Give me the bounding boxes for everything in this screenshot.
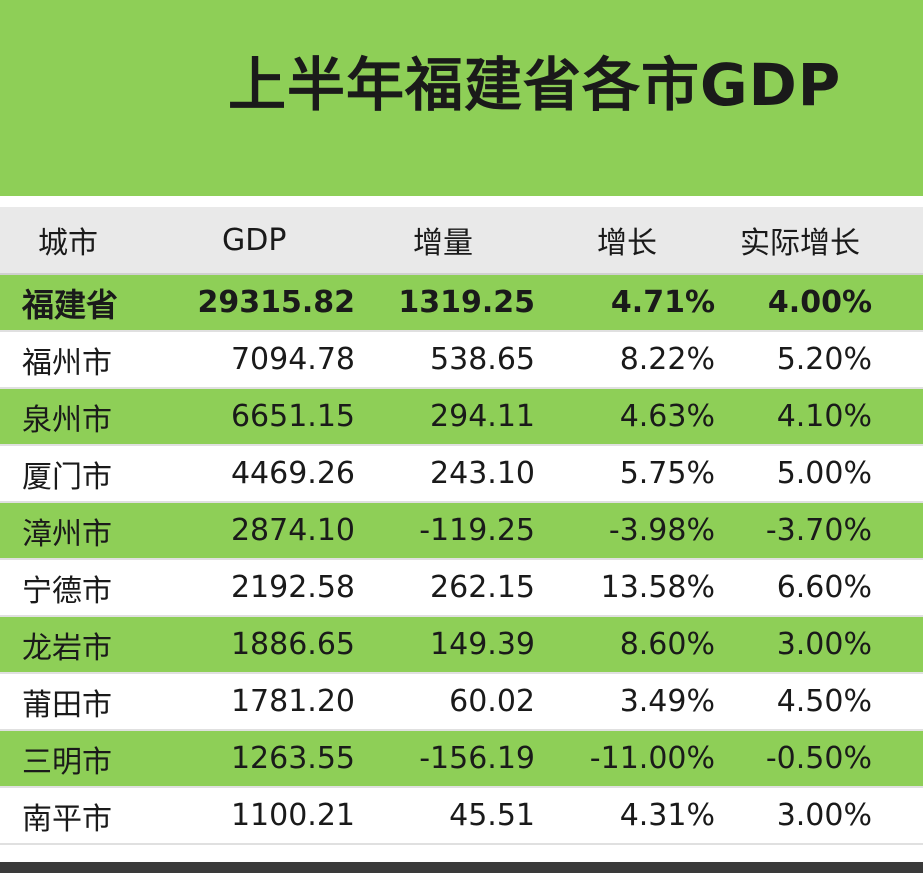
cell-gdp: 29315.82 (197, 285, 355, 320)
cell-gdp: 1781.20 (230, 684, 355, 719)
header-city: 城市 (38, 226, 98, 261)
cell-increase: 60.02 (449, 684, 535, 719)
table-row: 福建省 29315.82 1319.25 4.71% 4.00% (0, 275, 923, 332)
header-growth: 增长 (597, 226, 657, 261)
cell-real-growth: 3.00% (776, 627, 872, 662)
cell-gdp: 7094.78 (230, 342, 355, 377)
table-header: 城市 GDP 增量 增长 实际增长 (0, 207, 923, 275)
cell-increase: -156.19 (419, 741, 535, 776)
cell-increase: 262.15 (430, 570, 535, 605)
cell-growth: 4.63% (619, 399, 715, 434)
cell-real-growth: 3.00% (776, 798, 872, 833)
cell-city: 厦门市 (22, 459, 112, 495)
cell-growth: -11.00% (589, 741, 715, 776)
cell-gdp: 1886.65 (230, 627, 355, 662)
cell-increase: -119.25 (419, 513, 535, 548)
cell-real-growth: 6.60% (776, 570, 872, 605)
cell-increase: 243.10 (430, 456, 535, 491)
cell-gdp: 6651.15 (230, 399, 355, 434)
table-row: 龙岩市 1886.65 149.39 8.60% 3.00% (0, 617, 923, 674)
table-row: 莆田市 1781.20 60.02 3.49% 4.50% (0, 674, 923, 731)
cell-gdp: 2192.58 (230, 570, 355, 605)
cell-city: 漳州市 (22, 516, 112, 552)
cell-gdp: 1100.21 (230, 798, 355, 833)
cell-city: 三明市 (22, 744, 112, 780)
table-row: 福州市 7094.78 538.65 8.22% 5.20% (0, 332, 923, 389)
cell-increase: 294.11 (430, 399, 535, 434)
header-real-growth: 实际增长 (740, 226, 860, 261)
table-row: 泉州市 6651.15 294.11 4.63% 4.10% (0, 389, 923, 446)
cell-growth: 3.49% (619, 684, 715, 719)
header-gdp: GDP (222, 222, 287, 258)
cell-real-growth: 4.50% (776, 684, 872, 719)
cell-increase: 149.39 (430, 627, 535, 662)
title-band: 上半年福建省各市GDP (0, 0, 923, 196)
cell-growth: 8.60% (619, 627, 715, 662)
cell-real-growth: 5.20% (776, 342, 872, 377)
bottom-bar (0, 862, 923, 873)
page-title: 上半年福建省各市GDP (228, 51, 842, 119)
cell-increase: 45.51 (449, 798, 535, 833)
cell-growth: 13.58% (600, 570, 715, 605)
cell-city: 龙岩市 (22, 630, 112, 666)
cell-gdp: 1263.55 (230, 741, 355, 776)
cell-real-growth: 4.00% (767, 285, 872, 320)
cell-real-growth: -0.50% (765, 741, 872, 776)
cell-growth: 8.22% (619, 342, 715, 377)
cell-city: 福建省 (22, 285, 119, 324)
table-row: 漳州市 2874.10 -119.25 -3.98% -3.70% (0, 503, 923, 560)
cell-real-growth: 5.00% (776, 456, 872, 491)
table-row: 南平市 1100.21 45.51 4.31% 3.00% (0, 788, 923, 845)
cell-city: 宁德市 (22, 573, 112, 609)
cell-city: 莆田市 (22, 687, 112, 723)
table-row: 厦门市 4469.26 243.10 5.75% 5.00% (0, 446, 923, 503)
cell-increase: 1319.25 (398, 285, 535, 320)
header-increase: 增量 (413, 226, 473, 261)
cell-increase: 538.65 (430, 342, 535, 377)
cell-city: 福州市 (22, 345, 112, 381)
cell-city: 南平市 (22, 801, 112, 837)
cell-growth: 4.31% (619, 798, 715, 833)
cell-real-growth: -3.70% (765, 513, 872, 548)
table-row: 宁德市 2192.58 262.15 13.58% 6.60% (0, 560, 923, 617)
table-row: 三明市 1263.55 -156.19 -11.00% -0.50% (0, 731, 923, 788)
gdp-table: 城市 GDP 增量 增长 实际增长 福建省 29315.82 1319.25 4… (0, 207, 923, 845)
cell-gdp: 2874.10 (230, 513, 355, 548)
cell-city: 泉州市 (22, 402, 112, 438)
cell-growth: 5.75% (619, 456, 715, 491)
cell-growth: 4.71% (610, 285, 715, 320)
cell-real-growth: 4.10% (776, 399, 872, 434)
cell-gdp: 4469.26 (230, 456, 355, 491)
cell-growth: -3.98% (608, 513, 715, 548)
